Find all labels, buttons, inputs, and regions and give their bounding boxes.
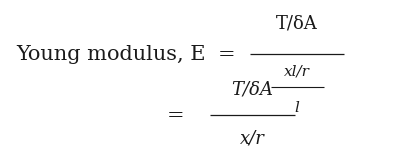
Text: x/r: x/r: [240, 129, 265, 147]
Text: xl/r: xl/r: [284, 65, 310, 79]
Text: T/δA: T/δA: [276, 15, 318, 33]
Text: =: =: [167, 106, 184, 125]
Text: Young modulus, E: Young modulus, E: [16, 45, 212, 64]
Text: l: l: [295, 101, 300, 115]
Text: T/δA: T/δA: [231, 81, 274, 99]
Text: =: =: [218, 45, 235, 64]
